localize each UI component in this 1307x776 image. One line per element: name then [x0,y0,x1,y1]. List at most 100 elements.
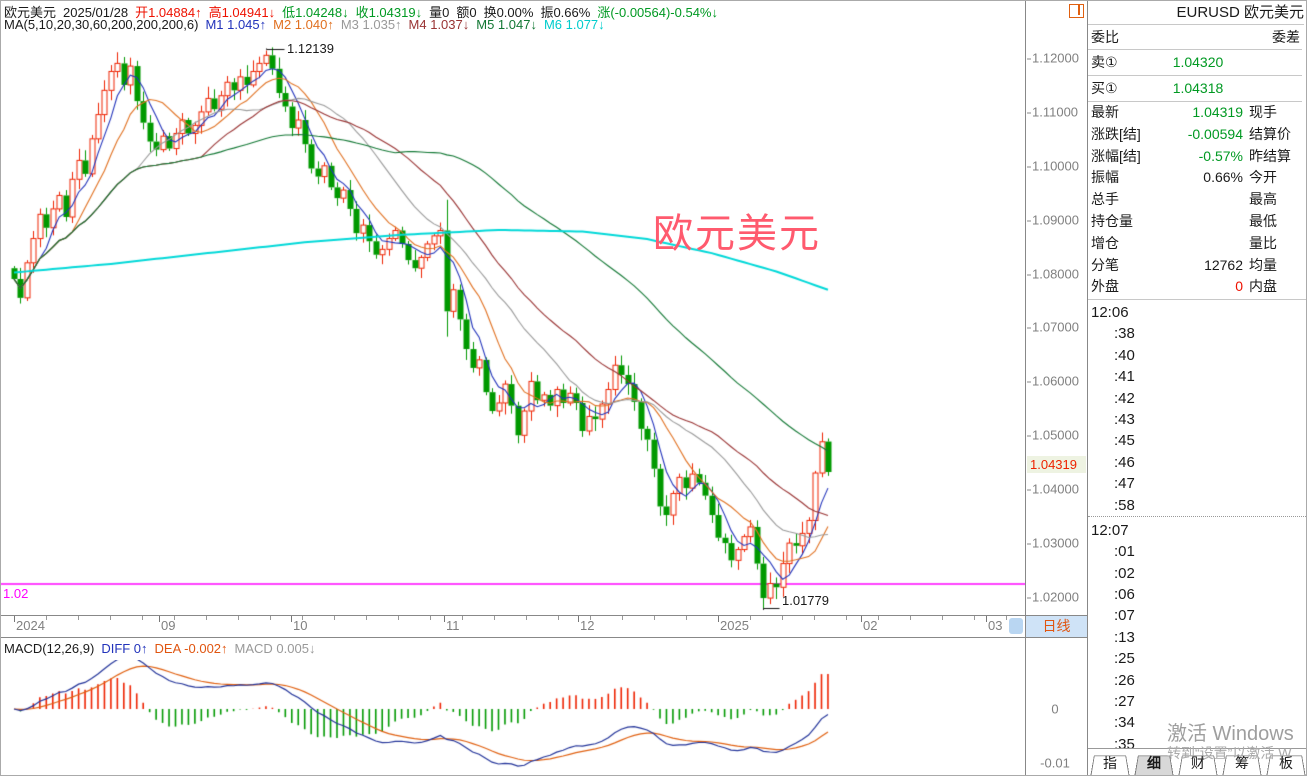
order-ratio-row: 委比 委差 [1088,25,1302,50]
tick-time[interactable]: :41 [1114,368,1135,386]
bid-row[interactable]: 买① 1.04318 [1088,76,1302,102]
bid-price: 1.04318 [1172,80,1224,96]
quote-detail-row: 涨幅[结] -0.57% 昨结算 [1088,146,1306,168]
macd-value: DEA -0.002↑ [154,641,228,656]
restore-window-icon[interactable] [1069,4,1084,18]
tick-time[interactable]: :02 [1114,564,1135,582]
sidebar-tab[interactable]: 指 [1088,749,1132,775]
tick-time[interactable]: :58 [1088,495,1306,517]
field-label: 持仓量 [1091,212,1133,229]
quote-detail-rows: 最新 1.04319 现手 涨跌[结] -0.00594 结算价 涨幅[结] -… [1088,102,1306,298]
trough-price-annotation: 1.01779 [782,593,829,608]
ma-value: M2 1.040↑ [273,17,334,32]
field-label: 增仓 [1091,234,1119,251]
ask-row[interactable]: 卖① 1.04320 [1088,50,1302,76]
header-field: 低1.04248↓ [282,5,349,20]
field-label-right: 内盘 [1249,278,1277,295]
tick-time[interactable]: :42 [1114,389,1135,407]
price-axis-label: 1.02000 [1027,590,1079,605]
period-selector[interactable]: 日线 [1026,616,1087,637]
field-label-right: 最高 [1249,191,1277,208]
tick-time[interactable]: :45 [1114,432,1135,450]
field-label: 总手 [1091,191,1119,208]
sidebar-symbol-title: EURUSD 欧元美元 [1088,1,1304,25]
tick-time[interactable]: :47 [1114,475,1135,493]
price-axis-label: 1.11000 [1027,105,1078,120]
bid-label: 买① [1091,80,1118,96]
macd-value: MACD 0.005↓ [234,641,316,656]
tick-time[interactable]: :34 [1114,714,1135,732]
tick-time[interactable]: :27 [1114,693,1135,711]
ma-header-line: MA(5,10,20,30,60,200,200,200,6) M1 1.045↑… [4,17,612,32]
quote-detail-row: 增仓 量比 [1088,233,1306,255]
weicha-label: 委差 [1272,29,1300,45]
last-price-tag: 1.04319 [1027,456,1086,473]
macd-axis-label: 0 [1051,701,1059,717]
field-label-right: 今开 [1249,169,1277,186]
tick-time[interactable]: :13 [1114,628,1135,646]
macd-value: DIFF 0↑ [101,641,148,656]
macd-chart[interactable] [1,660,1025,775]
scrollbar-thumb[interactable] [1009,618,1023,634]
field-label: 振幅 [1091,169,1119,186]
sidebar-tab[interactable]: 板 [1264,749,1306,775]
weibi-label: 委比 [1091,29,1119,45]
candlestick-chart[interactable] [1,32,1025,616]
price-axis-label: 1.04000 [1027,482,1079,497]
quote-detail-row: 总手 最高 [1088,189,1306,211]
field-value: -0.00594 [1187,125,1243,142]
time-axis-label: 11 [444,616,460,633]
peak-price-annotation: 1.12139 [287,41,334,56]
ask-price: 1.04320 [1172,54,1224,70]
tick-time[interactable]: :38 [1114,325,1135,343]
header-field: 量0 [429,5,450,20]
sidebar-tab[interactable]: 细 [1132,749,1176,775]
quote-detail-row: 涨跌[结] -0.00594 结算价 [1088,124,1306,146]
sidebar-tabs: 指细财筹板 [1088,748,1306,775]
x-axis-minor-ticks [1,616,1009,620]
field-label: 外盘 [1091,278,1119,295]
quote-detail-row: 外盘 0 内盘 [1088,276,1306,298]
field-label: 分笔 [1091,256,1119,273]
header-field: 高1.04941↓ [208,5,276,20]
ma-value: M6 1.077↓ [543,17,605,32]
sidebar-tab[interactable]: 财 [1176,749,1220,775]
field-label: 最新 [1091,104,1119,120]
field-label-right: 结算价 [1249,125,1291,142]
sidebar-divider [1088,299,1306,300]
windows-activation-watermark: 激活 Windows [1167,723,1294,745]
quote-detail-row: 持仓量 最低 [1088,211,1306,233]
field-label: 涨跌[结] [1091,125,1141,142]
field-value: 0.66% [1203,169,1243,186]
field-label-right: 昨结算 [1249,147,1291,164]
tick-time[interactable]: :43 [1114,410,1135,428]
x-axis-bottom-border [1,637,1088,638]
tick-time-list[interactable]: 12:06 :38 :40 :41 :42 :43 :45 :46 :47 :58 12:07 :01… [1088,302,1306,755]
field-label-right: 现手 [1249,104,1277,120]
tick-time[interactable]: :01 [1114,543,1135,561]
time-axis-label: 2025 [718,616,749,633]
tick-time[interactable]: :26 [1114,671,1135,689]
tick-time[interactable]: :25 [1114,650,1135,668]
tick-time[interactable]: :07 [1114,607,1135,625]
price-axis-label: 1.10000 [1027,159,1079,174]
price-axis-label: 1.09000 [1027,213,1079,228]
windows-activation-watermark-sub: 转到“设置”以激活 W [1167,745,1292,761]
sidebar-left-border [1087,1,1088,775]
time-axis-label: 02 [861,616,878,633]
tick-time[interactable]: :46 [1114,453,1135,471]
macd-value: MACD(12,26,9) [4,641,95,656]
quote-header-line: 欧元美元 2025/01/28 开1.04884↑ 高1.04941↓ 低1.04248… [4,2,725,21]
time-axis-label: 09 [159,616,176,633]
sidebar-tab[interactable]: 筹 [1220,749,1264,775]
header-field: 欧元美元 [4,5,57,20]
tick-time[interactable]: :40 [1114,346,1135,364]
ma-value: MA(5,10,20,30,60,200,200,200,6) [4,17,199,32]
ma-value: M1 1.045↑ [205,17,267,32]
tick-time[interactable]: 12:06 [1091,304,1129,321]
field-label: 涨幅[结] [1091,147,1141,164]
quote-detail-row: 振幅 0.66% 今开 [1088,167,1306,189]
tick-time[interactable]: 12:07 [1091,521,1129,539]
tick-time[interactable]: :06 [1114,586,1135,604]
header-field: 开1.04884↑ [135,5,202,20]
